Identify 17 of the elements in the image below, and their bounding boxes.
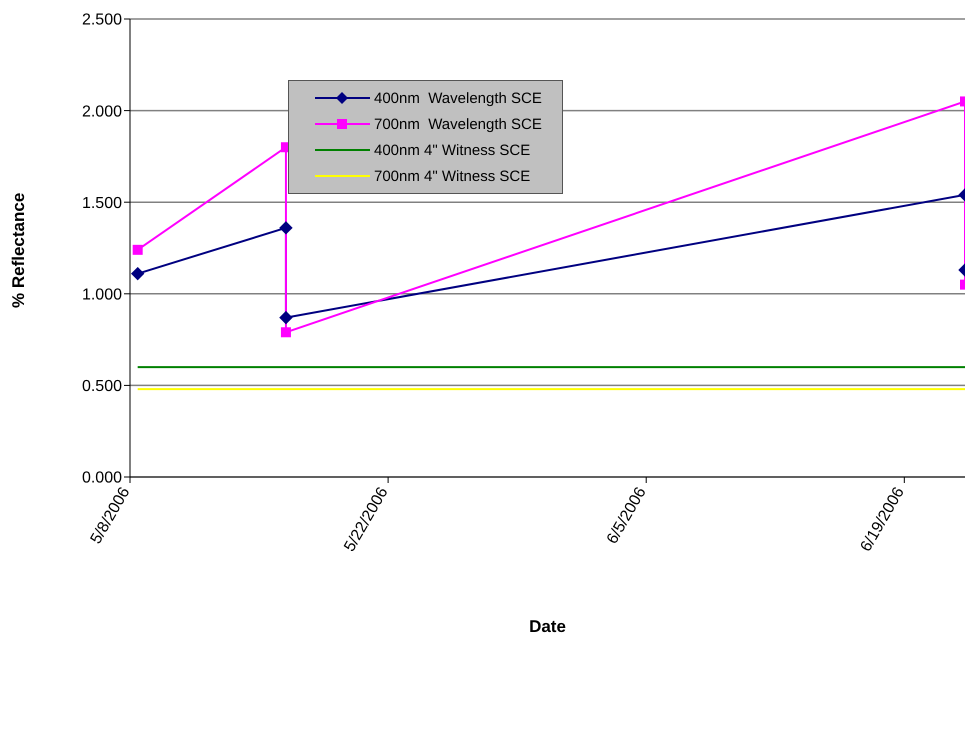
- y-axis-title: % Reflectance: [9, 192, 28, 308]
- y-tick-label: 0.000: [82, 470, 122, 487]
- x-axis-title: Date: [529, 617, 566, 636]
- point: [131, 267, 144, 280]
- y-tick-label: 1.000: [82, 286, 122, 304]
- legend-label: 400nm Wavelength SCE: [374, 90, 542, 106]
- point: [280, 327, 291, 338]
- point: [132, 244, 143, 255]
- point: [279, 221, 292, 234]
- legend-label: 700nm 4" Witness SCE: [374, 168, 530, 184]
- y-tick-label: 0.500: [82, 378, 122, 396]
- legend-label: 700nm Wavelength SCE: [374, 116, 542, 132]
- legend-label: 400nm 4" Witness SCE: [374, 142, 530, 158]
- y-tick-label: 1.500: [82, 194, 122, 212]
- y-tick-label: 2.500: [82, 12, 122, 29]
- y-tick-label: 2.000: [82, 103, 122, 120]
- point: [279, 311, 292, 324]
